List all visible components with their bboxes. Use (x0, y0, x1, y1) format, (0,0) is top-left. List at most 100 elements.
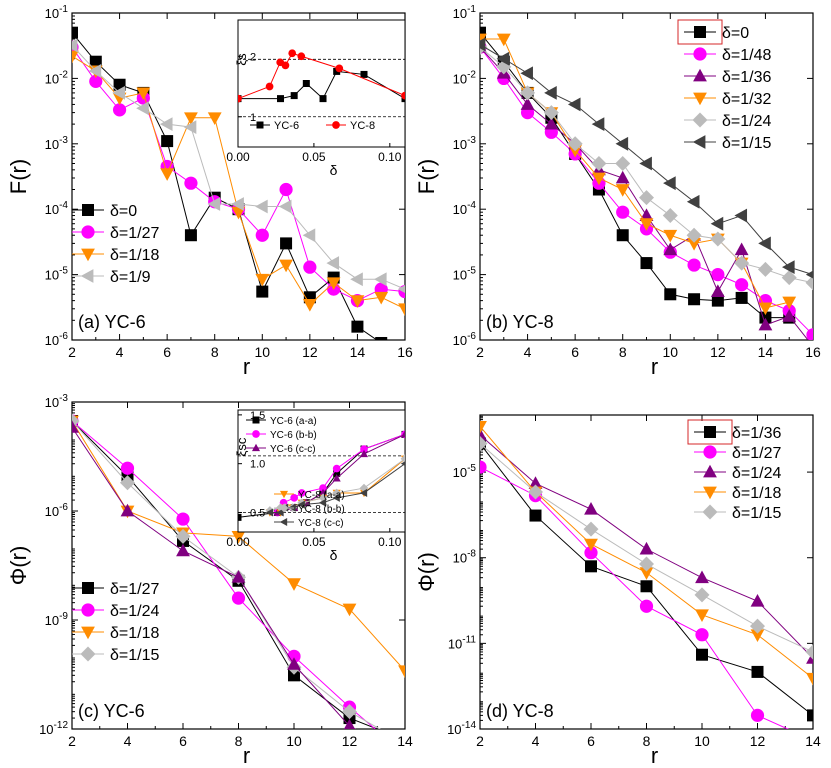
inset-legend-marker (279, 517, 288, 527)
y-tick-label: 10-3 (45, 135, 69, 152)
data-point (397, 285, 405, 294)
data-point (480, 427, 487, 441)
inset-data-point (332, 464, 341, 473)
x-tick-label: 12 (302, 344, 318, 360)
panel-label: (b) YC-8 (486, 312, 554, 332)
panel-label: (c) YC-6 (78, 701, 145, 721)
data-point (88, 64, 102, 78)
data-point (136, 87, 151, 101)
inset-data-point (297, 52, 306, 61)
data-point (710, 231, 726, 247)
legend-label: δ=1/18 (110, 625, 159, 642)
legend-marker (703, 486, 717, 500)
data-point (480, 26, 486, 39)
data-point (480, 37, 486, 52)
series (480, 37, 813, 279)
data-point (694, 587, 710, 603)
data-point (782, 260, 795, 275)
y-tick-label: 10-9 (45, 611, 69, 628)
legend-label: δ=1/15 (722, 135, 771, 152)
inset-y-tick-label: 1.0 (250, 459, 265, 471)
data-point (207, 197, 221, 211)
inset-data-point (400, 454, 405, 464)
inset-legend-marker (252, 430, 260, 438)
data-point (529, 509, 542, 522)
data-point (231, 570, 246, 583)
panel-4: 2 4 6 8 10 12 14 10-14 10-11 10-8 10-5 r Φ(r) (d) YC-… (414, 414, 821, 768)
data-point (757, 261, 773, 277)
data-point (639, 567, 654, 580)
data-point (342, 704, 357, 720)
legend-marker (692, 112, 708, 128)
data-point (710, 284, 725, 297)
data-point (112, 103, 127, 117)
data-point (584, 502, 598, 515)
data-point (528, 476, 543, 489)
data-point (583, 521, 599, 537)
inset-data-point (333, 469, 341, 477)
inset-data-point (332, 493, 340, 502)
data-point (639, 218, 654, 231)
inset-legend-marker (256, 121, 264, 129)
legend-marker (704, 426, 716, 438)
x-tick-label: 4 (124, 733, 132, 749)
data-point (231, 591, 246, 605)
inset-legend-label: YC-6 (274, 120, 299, 132)
data-point (805, 644, 813, 660)
data-point (584, 546, 598, 560)
inset-series (238, 49, 405, 103)
legend-marker (81, 248, 95, 262)
data-point (812, 339, 813, 340)
inset-data-point (319, 484, 327, 492)
data-point (120, 461, 135, 475)
data-point (520, 97, 535, 110)
data-point (750, 629, 765, 642)
data-point (735, 278, 749, 292)
data-point (72, 420, 79, 433)
data-point (160, 168, 175, 181)
inset-data-point (302, 80, 310, 87)
inset-data-point (333, 67, 341, 75)
inset-y-tick-label: 0.5 (250, 507, 265, 519)
data-point (592, 172, 606, 186)
legend: δ=0 δ=1/48 δ=1/36 δ=1/32 δ=1/24 δ=1/15 (677, 19, 771, 152)
data-point (72, 38, 78, 53)
data-point (616, 205, 630, 219)
legend-label: δ=0 (722, 25, 749, 42)
inset-data-point (297, 489, 306, 497)
inset-frame (237, 19, 406, 148)
legend-label: δ=1/15 (110, 647, 159, 664)
data-point (567, 136, 583, 152)
data-point (686, 227, 702, 243)
x-tick-label: 12 (342, 733, 358, 749)
inset-y-axis-label: ξs (234, 53, 249, 66)
inset-legend-marker (279, 503, 289, 513)
y-tick-label: 10-3 (45, 393, 69, 410)
legend-label: δ=1/27 (110, 581, 159, 598)
inset-legend: YC-6 (a-a) YC-6 (b-b) YC-6 (c-c) YC-8 (a-a)… (246, 416, 345, 529)
x-tick-label: 6 (179, 733, 187, 749)
data-point (326, 256, 340, 270)
y-tick-label: 10-6 (45, 331, 69, 348)
y-tick-label: 10-4 (45, 200, 69, 217)
inset-legend-label: YC-6 (b-b) (270, 430, 317, 441)
y-tick-label: 10-5 (453, 463, 477, 480)
data-point (734, 242, 749, 256)
legend-label: δ=0 (110, 203, 137, 220)
data-point (287, 578, 301, 591)
inset-x-tick-label: 0.00 (226, 535, 250, 549)
inset-data-point (332, 474, 341, 482)
y-axis-label: Φ(r) (6, 546, 31, 586)
data-point (615, 136, 629, 151)
data-point (640, 257, 653, 270)
data-point (520, 85, 536, 101)
data-point (544, 86, 557, 100)
legend-marker (693, 92, 707, 106)
inset-x-tick-label: 0.05 (302, 535, 326, 549)
data-point (584, 538, 598, 552)
x-tick-label: 2 (476, 344, 484, 360)
y-axis-label: F(r) (414, 159, 439, 194)
legend-label: δ=1/15 (732, 505, 781, 522)
inset-data-point (265, 82, 274, 91)
data-point (303, 260, 317, 274)
